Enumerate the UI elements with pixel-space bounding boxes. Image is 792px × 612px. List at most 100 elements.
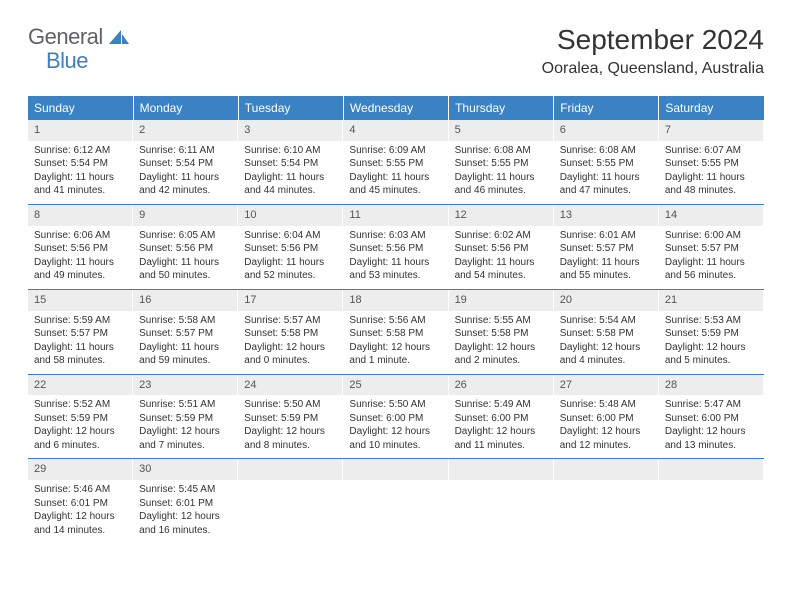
day-body: Sunrise: 6:12 AMSunset: 5:54 PMDaylight:… [28,141,133,204]
day-body: Sunrise: 5:48 AMSunset: 6:00 PMDaylight:… [554,395,659,458]
day-number: 28 [659,375,764,396]
day-cell: 9Sunrise: 6:05 AMSunset: 5:56 PMDaylight… [133,204,238,289]
daylight-line1: Daylight: 11 hours [34,171,127,185]
day-body: Sunrise: 5:45 AMSunset: 6:01 PMDaylight:… [133,480,238,543]
sunrise-text: Sunrise: 6:05 AM [139,229,232,243]
daylight-line1: Daylight: 11 hours [665,171,758,185]
day-body [238,480,343,542]
day-number [238,459,343,480]
daylight-line1: Daylight: 12 hours [34,510,127,524]
sunset-text: Sunset: 5:58 PM [455,327,548,341]
weekday-monday: Monday [133,96,238,120]
day-cell: 1Sunrise: 6:12 AMSunset: 5:54 PMDaylight… [28,120,133,204]
daylight-line2: and 52 minutes. [244,269,337,283]
daylight-line2: and 42 minutes. [139,184,232,198]
sunset-text: Sunset: 5:59 PM [665,327,758,341]
day-cell [449,459,554,543]
daylight-line1: Daylight: 12 hours [34,425,127,439]
daylight-line2: and 44 minutes. [244,184,337,198]
day-cell: 15Sunrise: 5:59 AMSunset: 5:57 PMDayligh… [28,289,133,374]
day-number [343,459,448,480]
daylight-line1: Daylight: 12 hours [139,510,232,524]
daylight-line2: and 8 minutes. [244,439,337,453]
title-block: September 2024 Ooralea, Queensland, Aust… [542,24,764,78]
day-cell: 4Sunrise: 6:09 AMSunset: 5:55 PMDaylight… [343,120,448,204]
day-number: 20 [554,290,659,311]
sunrise-text: Sunrise: 6:01 AM [560,229,653,243]
day-number [554,459,659,480]
day-cell: 30Sunrise: 5:45 AMSunset: 6:01 PMDayligh… [133,459,238,543]
day-number: 11 [343,205,448,226]
day-body: Sunrise: 5:57 AMSunset: 5:58 PMDaylight:… [238,311,343,374]
sunset-text: Sunset: 5:55 PM [560,157,653,171]
sunset-text: Sunset: 6:00 PM [349,412,442,426]
day-body: Sunrise: 6:06 AMSunset: 5:56 PMDaylight:… [28,226,133,289]
daylight-line1: Daylight: 12 hours [665,425,758,439]
daylight-line1: Daylight: 12 hours [349,341,442,355]
day-cell: 2Sunrise: 6:11 AMSunset: 5:54 PMDaylight… [133,120,238,204]
day-number: 16 [133,290,238,311]
sunrise-text: Sunrise: 5:52 AM [34,398,127,412]
daylight-line2: and 4 minutes. [560,354,653,368]
weekday-thursday: Thursday [449,96,554,120]
daylight-line2: and 0 minutes. [244,354,337,368]
day-number: 1 [28,120,133,141]
day-body: Sunrise: 5:51 AMSunset: 5:59 PMDaylight:… [133,395,238,458]
day-cell: 3Sunrise: 6:10 AMSunset: 5:54 PMDaylight… [238,120,343,204]
day-number: 17 [238,290,343,311]
weekday-sunday: Sunday [28,96,133,120]
sunrise-text: Sunrise: 5:55 AM [455,314,548,328]
day-number: 25 [343,375,448,396]
daylight-line1: Daylight: 12 hours [455,425,548,439]
weekday-tuesday: Tuesday [238,96,343,120]
day-cell: 28Sunrise: 5:47 AMSunset: 6:00 PMDayligh… [659,374,764,459]
daylight-line1: Daylight: 12 hours [244,341,337,355]
sunrise-text: Sunrise: 5:54 AM [560,314,653,328]
day-cell: 26Sunrise: 5:49 AMSunset: 6:00 PMDayligh… [449,374,554,459]
day-cell: 16Sunrise: 5:58 AMSunset: 5:57 PMDayligh… [133,289,238,374]
sunset-text: Sunset: 5:56 PM [349,242,442,256]
day-number: 26 [449,375,554,396]
sunrise-text: Sunrise: 6:11 AM [139,144,232,158]
day-number: 30 [133,459,238,480]
location-text: Ooralea, Queensland, Australia [542,60,764,78]
daylight-line1: Daylight: 12 hours [349,425,442,439]
sunrise-text: Sunrise: 5:56 AM [349,314,442,328]
day-number: 24 [238,375,343,396]
day-cell [343,459,448,543]
daylight-line2: and 16 minutes. [139,524,232,538]
sunset-text: Sunset: 5:59 PM [34,412,127,426]
day-body: Sunrise: 6:00 AMSunset: 5:57 PMDaylight:… [659,226,764,289]
day-body: Sunrise: 6:03 AMSunset: 5:56 PMDaylight:… [343,226,448,289]
sunset-text: Sunset: 6:01 PM [34,497,127,511]
week-number-row: 29Sunrise: 5:46 AMSunset: 6:01 PMDayligh… [28,459,764,543]
sunrise-text: Sunrise: 6:09 AM [349,144,442,158]
daylight-line2: and 54 minutes. [455,269,548,283]
day-body: Sunrise: 5:58 AMSunset: 5:57 PMDaylight:… [133,311,238,374]
sunrise-text: Sunrise: 5:49 AM [455,398,548,412]
sunset-text: Sunset: 5:54 PM [244,157,337,171]
sunrise-text: Sunrise: 5:59 AM [34,314,127,328]
day-number: 22 [28,375,133,396]
daylight-line2: and 41 minutes. [34,184,127,198]
daylight-line2: and 13 minutes. [665,439,758,453]
daylight-line1: Daylight: 12 hours [139,425,232,439]
daylight-line2: and 45 minutes. [349,184,442,198]
sunset-text: Sunset: 5:55 PM [455,157,548,171]
header: General Blue September 2024 Ooralea, Que… [28,24,764,78]
week-number-row: 22Sunrise: 5:52 AMSunset: 5:59 PMDayligh… [28,374,764,459]
day-cell: 11Sunrise: 6:03 AMSunset: 5:56 PMDayligh… [343,204,448,289]
day-cell: 24Sunrise: 5:50 AMSunset: 5:59 PMDayligh… [238,374,343,459]
brand-logo: General [28,24,133,50]
month-title: September 2024 [542,24,764,56]
day-number: 5 [449,120,554,141]
day-cell: 6Sunrise: 6:08 AMSunset: 5:55 PMDaylight… [554,120,659,204]
daylight-line1: Daylight: 11 hours [349,256,442,270]
day-number: 3 [238,120,343,141]
day-body: Sunrise: 6:05 AMSunset: 5:56 PMDaylight:… [133,226,238,289]
daylight-line2: and 56 minutes. [665,269,758,283]
daylight-line2: and 5 minutes. [665,354,758,368]
daylight-line1: Daylight: 11 hours [244,256,337,270]
day-number: 23 [133,375,238,396]
day-cell: 21Sunrise: 5:53 AMSunset: 5:59 PMDayligh… [659,289,764,374]
